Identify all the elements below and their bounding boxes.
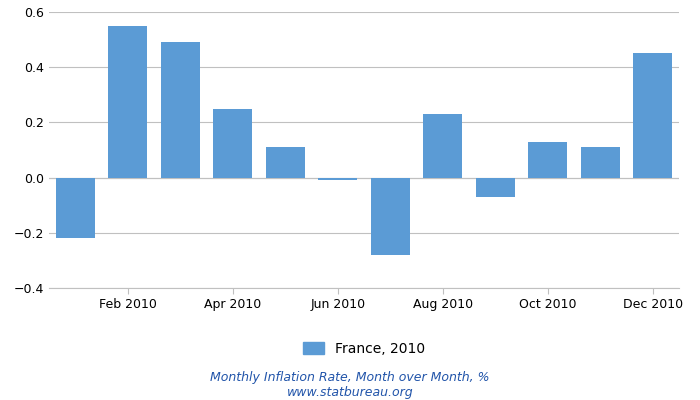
Legend: France, 2010: France, 2010 [298,336,430,362]
Text: www.statbureau.org: www.statbureau.org [287,386,413,399]
Bar [160,42,200,178]
Bar [318,178,358,180]
Bar [528,142,568,178]
Bar [580,147,620,178]
Bar [475,178,515,197]
Bar [55,178,95,238]
Bar [108,26,148,178]
Bar [423,114,463,178]
Text: Monthly Inflation Rate, Month over Month, %: Monthly Inflation Rate, Month over Month… [210,372,490,384]
Bar [633,53,673,178]
Bar [370,178,410,255]
Bar [265,147,305,178]
Bar [213,108,253,178]
